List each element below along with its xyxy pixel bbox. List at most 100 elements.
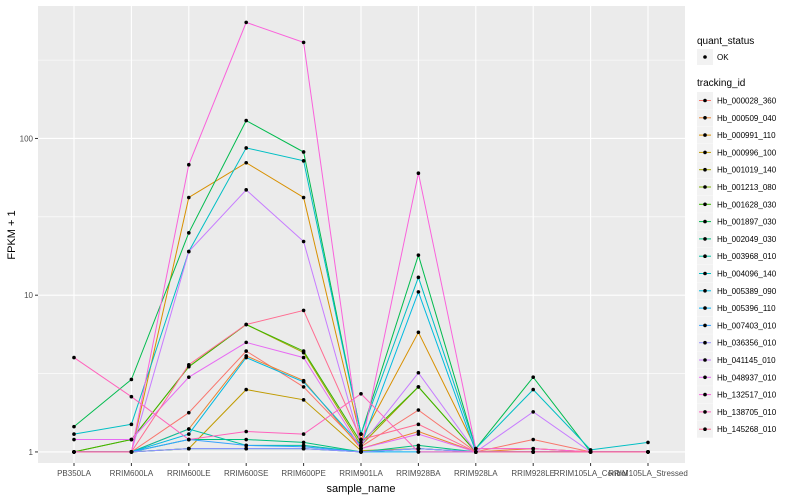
y-axis: 1 10 100 bbox=[20, 134, 38, 457]
data-point-Hb_001628_030-RRIM928BA bbox=[416, 385, 421, 389]
legend-point-Hb_005396_110 bbox=[703, 306, 707, 310]
legend-point-key bbox=[703, 55, 707, 59]
legend-label-Hb_000996_100: Hb_000996_100 bbox=[717, 148, 777, 157]
data-point-Hb_145268_010-PB350LA bbox=[72, 450, 76, 454]
data-point-Hb_004096_140-RRIM901LA bbox=[359, 432, 363, 436]
x-tick-label: RRIM928BA bbox=[396, 469, 441, 478]
data-point-Hb_048937_010-RRIM600LE bbox=[187, 375, 191, 379]
x-tick-label: RRIM928LE bbox=[511, 469, 555, 478]
data-point-Hb_041145_010-RRIM901LA bbox=[359, 443, 363, 448]
data-point-Hb_002049_030-RRIM600SE bbox=[244, 437, 248, 442]
legend-point-Hb_001628_030 bbox=[703, 202, 707, 207]
data-point-Hb_138705_010-RRIM600LA bbox=[129, 394, 134, 399]
legend-point-Hb_005389_090 bbox=[703, 289, 707, 293]
data-point-Hb_145268_010-RRIM600LA bbox=[129, 450, 134, 454]
legend-quant-label: OK bbox=[717, 53, 729, 62]
data-point-Hb_132517_010-RRIM901LA bbox=[359, 446, 363, 451]
data-point-Hb_002049_030-RRIM600PE bbox=[301, 440, 306, 445]
data-point-Hb_004096_140-RRIM105LA_Stressed bbox=[646, 440, 650, 445]
x-tick-label: PB350LA bbox=[57, 469, 91, 478]
data-point-Hb_005389_090-RRIM928BA bbox=[416, 290, 421, 294]
legend-label-Hb_145268_010: Hb_145268_010 bbox=[717, 425, 777, 434]
grid bbox=[38, 6, 685, 463]
data-point-Hb_000028_360-RRIM600LE bbox=[187, 410, 191, 415]
data-point-Hb_004096_140-RRIM600SE bbox=[244, 146, 248, 150]
legend-label-Hb_005396_110: Hb_005396_110 bbox=[717, 304, 776, 313]
data-point-Hb_003968_010-RRIM600LE bbox=[187, 427, 191, 431]
data-point-Hb_132517_010-RRIM928LE bbox=[531, 446, 535, 451]
legend-label-Hb_001019_140: Hb_001019_140 bbox=[717, 166, 777, 175]
data-point-Hb_004096_140-RRIM928LE bbox=[531, 387, 535, 392]
data-point-Hb_048937_010-PB350LA bbox=[72, 437, 76, 442]
data-point-Hb_001897_030-RRIM600LE bbox=[187, 231, 191, 235]
legend-tracking-title: tracking_id bbox=[697, 78, 745, 89]
x-tick-label: RRIM600SE bbox=[224, 469, 268, 478]
data-point-Hb_000028_360-RRIM600SE bbox=[244, 349, 248, 353]
data-point-Hb_001897_030-RRIM600LA bbox=[129, 377, 134, 382]
data-point-Hb_132517_010-RRIM600PE bbox=[301, 40, 306, 45]
legend-point-Hb_002049_030 bbox=[703, 237, 707, 241]
legend-label-Hb_041145_010: Hb_041145_010 bbox=[717, 356, 776, 365]
data-point-Hb_138705_010-RRIM928BA bbox=[416, 450, 421, 454]
data-point-Hb_145268_010-RRIM928BA bbox=[416, 422, 421, 427]
x-tick-label: RRIM600LE bbox=[167, 469, 211, 478]
data-point-Hb_048937_010-RRIM928BA bbox=[416, 432, 421, 436]
legend-point-Hb_048937_010 bbox=[703, 375, 707, 380]
data-point-Hb_145268_010-RRIM105LA_Control bbox=[588, 450, 593, 454]
data-point-Hb_138705_010-RRIM600SE bbox=[244, 429, 248, 434]
data-point-Hb_001897_030-RRIM928BA bbox=[416, 253, 421, 257]
legend-label-Hb_132517_010: Hb_132517_010 bbox=[717, 391, 777, 400]
legend-label-Hb_007403_010: Hb_007403_010 bbox=[717, 321, 777, 330]
x-axis-title: sample_name bbox=[326, 483, 395, 495]
data-point-Hb_000991_110-RRIM600PE bbox=[301, 195, 306, 200]
legend-point-Hb_000991_110 bbox=[703, 133, 707, 137]
x-tick-label: RRIM901LA bbox=[339, 469, 383, 478]
data-point-Hb_004096_140-PB350LA bbox=[72, 432, 76, 436]
data-point-Hb_005389_090-RRIM600SE bbox=[244, 355, 248, 360]
data-point-Hb_041145_010-RRIM600PE bbox=[301, 239, 306, 244]
data-point-Hb_001897_030-RRIM600PE bbox=[301, 150, 306, 154]
data-point-Hb_000996_100-RRIM600PE bbox=[301, 398, 306, 402]
y-tick-label: 1 bbox=[29, 448, 34, 457]
legend-label-Hb_036356_010: Hb_036356_010 bbox=[717, 339, 777, 348]
legend: quant_status OK tracking_id Hb_000028_36… bbox=[697, 36, 777, 438]
legend-quant-title: quant_status bbox=[697, 36, 754, 47]
legend-point-Hb_001897_030 bbox=[703, 219, 707, 224]
legend-label-Hb_001628_030: Hb_001628_030 bbox=[717, 200, 777, 209]
data-point-Hb_001897_030-RRIM928LE bbox=[531, 375, 535, 379]
data-point-Hb_000996_100-RRIM600SE bbox=[244, 387, 248, 392]
data-point-Hb_138705_010-RRIM600LE bbox=[187, 437, 191, 442]
legend-label-Hb_138705_010: Hb_138705_010 bbox=[717, 408, 777, 417]
data-point-Hb_132517_010-RRIM928BA bbox=[416, 171, 421, 176]
data-point-Hb_001628_030-RRIM600PE bbox=[301, 349, 306, 353]
data-point-Hb_132517_010-RRIM600LE bbox=[187, 162, 191, 167]
data-point-Hb_041145_010-RRIM600LE bbox=[187, 249, 191, 254]
data-point-Hb_036356_010-RRIM600SE bbox=[244, 446, 248, 451]
data-point-Hb_138705_010-RRIM600PE bbox=[301, 432, 306, 436]
data-point-Hb_000991_110-RRIM600LE bbox=[187, 195, 191, 200]
legend-label-Hb_000991_110: Hb_000991_110 bbox=[717, 131, 776, 140]
data-point-Hb_036356_010-RRIM600LE bbox=[187, 446, 191, 451]
data-point-Hb_145268_010-RRIM600LE bbox=[187, 362, 191, 367]
data-point-Hb_041145_010-RRIM600SE bbox=[244, 188, 248, 192]
data-point-Hb_002049_030-RRIM928BA bbox=[416, 443, 421, 448]
legend-point-Hb_001019_140 bbox=[703, 167, 707, 172]
data-point-Hb_000028_360-RRIM600PE bbox=[301, 385, 306, 389]
legend-label-Hb_048937_010: Hb_048937_010 bbox=[717, 373, 777, 382]
legend-series-items: Hb_000028_360 Hb_000509_040 Hb_000991_110 H… bbox=[697, 92, 777, 438]
x-axis: PB350LA RRIM600LA RRIM600LE RRIM600SE RRIM60… bbox=[57, 463, 688, 478]
legend-point-Hb_001213_080 bbox=[703, 185, 707, 189]
legend-point-Hb_004096_140 bbox=[703, 271, 707, 276]
legend-label-Hb_005389_090: Hb_005389_090 bbox=[717, 287, 777, 296]
legend-point-Hb_036356_010 bbox=[703, 340, 707, 345]
data-point-Hb_145268_010-RRIM928LA bbox=[474, 450, 478, 454]
legend-quant-items: OK bbox=[697, 49, 729, 65]
legend-point-Hb_138705_010 bbox=[703, 410, 707, 414]
data-point-Hb_000991_110-RRIM928BA bbox=[416, 330, 421, 335]
y-tick-label: 10 bbox=[24, 291, 33, 300]
points bbox=[72, 20, 650, 454]
data-point-Hb_000028_360-RRIM928BA bbox=[416, 408, 421, 412]
legend-point-Hb_000996_100 bbox=[703, 150, 707, 155]
x-tick-label: RRIM105LA_Stressed bbox=[608, 469, 688, 478]
